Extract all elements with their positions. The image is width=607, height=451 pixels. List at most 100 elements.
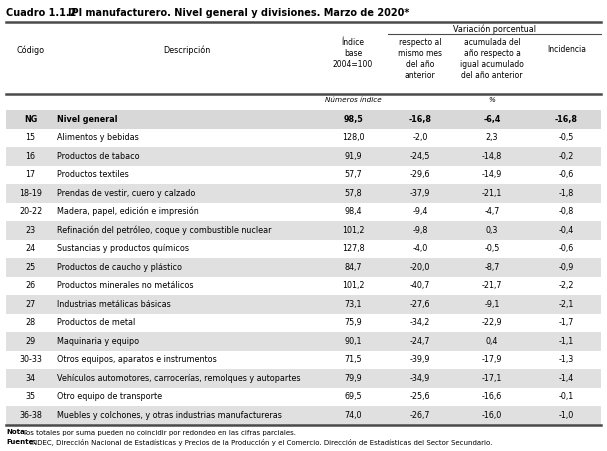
Text: -1,3: -1,3 [559,355,574,364]
Text: Vehículos automotores, carrocerías, remolques y autopartes: Vehículos automotores, carrocerías, remo… [57,374,300,383]
Text: -8,7: -8,7 [484,263,500,272]
Text: -9,1: -9,1 [484,300,500,309]
Text: -1,7: -1,7 [559,318,574,327]
Text: 101,2: 101,2 [342,226,364,235]
Text: -16,0: -16,0 [482,411,502,420]
Text: -27,6: -27,6 [410,300,430,309]
Text: 26: 26 [25,281,36,290]
Text: Productos textiles: Productos textiles [57,170,129,179]
Text: 71,5: 71,5 [344,355,362,364]
Text: -17,9: -17,9 [482,355,502,364]
Text: respecto al
mismo mes
del año
anterior: respecto al mismo mes del año anterior [398,38,442,80]
Text: -0,6: -0,6 [559,244,574,253]
Text: Nota:: Nota: [6,429,27,436]
Text: -1,1: -1,1 [559,337,574,346]
Text: -0,9: -0,9 [559,263,574,272]
Text: 98,4: 98,4 [344,207,362,216]
Text: Productos minerales no metálicos: Productos minerales no metálicos [57,281,194,290]
Text: -37,9: -37,9 [410,189,430,198]
Text: -34,9: -34,9 [410,374,430,383]
Text: 79,9: 79,9 [344,374,362,383]
Text: 18-19: 18-19 [19,189,42,198]
Text: Productos de caucho y plástico: Productos de caucho y plástico [57,263,182,272]
Text: 69,5: 69,5 [344,392,362,401]
Text: -4,0: -4,0 [412,244,427,253]
Text: Cuadro 1.1.2: Cuadro 1.1.2 [6,8,76,18]
Bar [6,295,601,313]
Text: 15: 15 [25,133,36,142]
Text: -2,0: -2,0 [412,133,428,142]
Text: acumulada del
año respecto a
igual acumulado
del año anterior: acumulada del año respecto a igual acumu… [460,38,524,80]
Text: -26,7: -26,7 [410,411,430,420]
Text: -2,2: -2,2 [559,281,574,290]
Text: Maquinaria y equipo: Maquinaria y equipo [57,337,139,346]
Text: -24,7: -24,7 [410,337,430,346]
Text: -14,9: -14,9 [482,170,502,179]
Text: -29,6: -29,6 [410,170,430,179]
Text: -16,8: -16,8 [555,115,578,124]
Text: -14,8: -14,8 [482,152,502,161]
Text: -24,5: -24,5 [410,152,430,161]
Text: -39,9: -39,9 [410,355,430,364]
Text: -34,2: -34,2 [410,318,430,327]
Text: Otro equipo de transporte: Otro equipo de transporte [57,392,162,401]
Text: -4,7: -4,7 [484,207,500,216]
Text: -0,8: -0,8 [559,207,574,216]
Text: 127,8: 127,8 [342,244,364,253]
Text: -0,5: -0,5 [484,244,500,253]
Text: -20,0: -20,0 [410,263,430,272]
Text: 128,0: 128,0 [342,133,364,142]
Text: 75,9: 75,9 [344,318,362,327]
Text: -2,1: -2,1 [559,300,574,309]
Bar [6,332,601,350]
Text: -6,4: -6,4 [483,115,501,124]
Text: Alimentos y bebidas: Alimentos y bebidas [57,133,139,142]
Text: Fuente:: Fuente: [6,440,36,446]
Bar [6,110,601,129]
Text: los totales por suma pueden no coincidir por redondeo en las cifras parciales.: los totales por suma pueden no coincidir… [24,429,296,436]
Text: NG: NG [24,115,37,124]
Text: -22,9: -22,9 [482,318,503,327]
Text: -0,1: -0,1 [559,392,574,401]
Text: Prendas de vestir, cuero y calzado: Prendas de vestir, cuero y calzado [57,189,195,198]
Text: 2,3: 2,3 [486,133,498,142]
Text: Nivel general: Nivel general [57,115,118,124]
Text: -0,2: -0,2 [559,152,574,161]
Text: -21,7: -21,7 [482,281,502,290]
Text: -1,0: -1,0 [559,411,574,420]
Text: -16,6: -16,6 [482,392,502,401]
Text: -17,1: -17,1 [482,374,502,383]
Text: 91,9: 91,9 [344,152,362,161]
Text: -1,4: -1,4 [559,374,574,383]
Bar [6,147,601,166]
Text: 90,1: 90,1 [344,337,362,346]
Text: 29: 29 [25,337,36,346]
Bar [6,184,601,202]
Text: -1,8: -1,8 [559,189,574,198]
Text: Madera, papel, edición e impresión: Madera, papel, edición e impresión [57,207,198,216]
Text: Incidencia: Incidencia [547,46,586,55]
Text: Otros equipos, aparatos e instrumentos: Otros equipos, aparatos e instrumentos [57,355,217,364]
Text: 24: 24 [25,244,36,253]
Text: 27: 27 [25,300,36,309]
Text: 28: 28 [25,318,36,327]
Text: Sustancias y productos químicos: Sustancias y productos químicos [57,244,189,253]
Text: INDEC, Dirección Nacional de Estadísticas y Precios de la Producción y el Comerc: INDEC, Dirección Nacional de Estadística… [30,440,492,446]
Text: Números índice: Números índice [325,97,381,103]
Text: Productos de metal: Productos de metal [57,318,135,327]
Text: -16,8: -16,8 [409,115,432,124]
Text: -9,4: -9,4 [412,207,428,216]
Text: Productos de tabaco: Productos de tabaco [57,152,140,161]
Text: 30-33: 30-33 [19,355,42,364]
Text: 57,8: 57,8 [344,189,362,198]
Text: 0,3: 0,3 [486,226,498,235]
Text: 84,7: 84,7 [344,263,362,272]
Text: 34: 34 [25,374,35,383]
Text: Muebles y colchones, y otras industrias manufactureras: Muebles y colchones, y otras industrias … [57,411,282,420]
Text: Refinación del petróleo, coque y combustible nuclear: Refinación del petróleo, coque y combust… [57,226,271,235]
Text: -0,4: -0,4 [559,226,574,235]
Bar [6,369,601,387]
Text: Descripción: Descripción [163,45,210,55]
Text: -9,8: -9,8 [412,226,428,235]
Bar [6,221,601,239]
